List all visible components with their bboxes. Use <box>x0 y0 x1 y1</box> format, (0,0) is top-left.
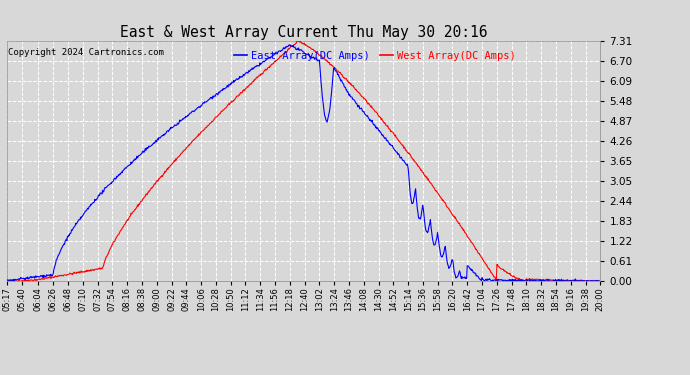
Title: East & West Array Current Thu May 30 20:16: East & West Array Current Thu May 30 20:… <box>120 25 487 40</box>
Text: Copyright 2024 Cartronics.com: Copyright 2024 Cartronics.com <box>8 48 164 57</box>
Legend: East Array(DC Amps), West Array(DC Amps): East Array(DC Amps), West Array(DC Amps) <box>230 46 520 65</box>
